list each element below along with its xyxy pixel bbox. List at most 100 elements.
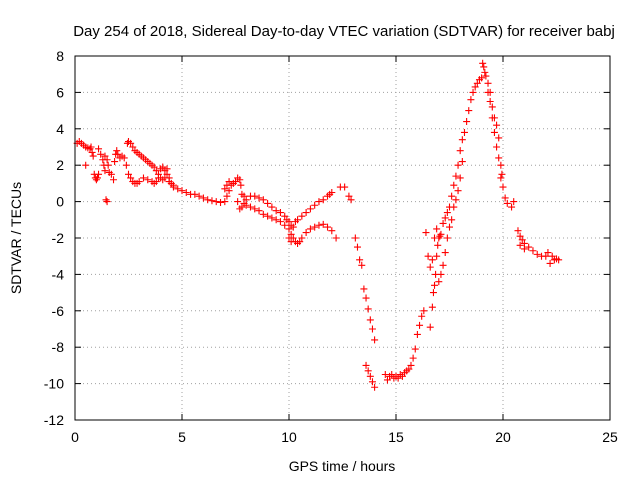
data-point [268, 214, 276, 222]
data-point [93, 174, 101, 182]
data-point [246, 203, 254, 211]
data-point [120, 154, 128, 162]
data-point [319, 196, 327, 204]
data-point [302, 209, 310, 217]
data-point [405, 365, 413, 373]
x-tick-label: 5 [178, 429, 186, 445]
data-point [127, 139, 135, 147]
data-point [409, 354, 417, 362]
data-point [441, 249, 449, 257]
data-point [328, 227, 336, 235]
data-point [113, 147, 121, 155]
data-point [493, 143, 501, 151]
data-point [439, 219, 447, 227]
data-point [493, 121, 501, 129]
data-point [437, 270, 445, 278]
axis-ticks [74, 55, 611, 421]
data-point [473, 79, 481, 87]
data-point [495, 154, 503, 162]
data-point [448, 216, 456, 224]
data-points [73, 59, 563, 391]
y-tick-label: 6 [56, 84, 64, 100]
data-point [237, 181, 245, 189]
data-point [122, 161, 130, 169]
data-point [431, 234, 439, 242]
y-tick-label: -4 [52, 266, 65, 282]
y-tick-label: -10 [44, 376, 64, 392]
data-point [232, 178, 239, 186]
data-point [251, 192, 259, 200]
data-point [208, 197, 216, 205]
data-point [144, 176, 152, 184]
data-point [127, 174, 135, 182]
y-tick-label: -2 [52, 230, 65, 246]
data-point [298, 234, 306, 242]
y-tick-label: 0 [56, 194, 64, 210]
data-point [467, 96, 475, 104]
data-point [324, 223, 332, 231]
data-point [458, 136, 466, 144]
data-point [480, 63, 488, 71]
data-point [544, 249, 552, 257]
data-point [364, 305, 372, 313]
data-point [163, 165, 171, 173]
data-point [368, 325, 376, 333]
data-point [174, 185, 182, 193]
data-point [315, 221, 323, 229]
data-point [450, 181, 458, 189]
data-point [434, 241, 442, 249]
gridlines [75, 56, 610, 420]
data-point [264, 199, 272, 207]
data-point [223, 181, 231, 189]
data-point [498, 170, 506, 178]
data-point [542, 252, 550, 260]
data-point [416, 321, 424, 329]
data-point [264, 212, 272, 220]
data-point [104, 161, 112, 169]
data-point [341, 183, 349, 191]
data-point [165, 178, 173, 186]
data-point [452, 196, 460, 204]
data-point [411, 345, 419, 353]
x-tick-label: 20 [495, 429, 511, 445]
data-point [456, 147, 464, 155]
chart-title: Day 254 of 2018, Sidereal Day-to-day VTE… [73, 23, 615, 40]
data-point [97, 150, 105, 158]
data-point [443, 234, 451, 242]
data-point [311, 201, 319, 209]
data-point [319, 220, 327, 228]
data-point [471, 83, 479, 91]
data-point [225, 187, 233, 195]
x-tick-label: 25 [602, 429, 618, 445]
data-point [95, 145, 103, 153]
data-point [276, 209, 284, 217]
data-point [242, 201, 250, 209]
data-point [431, 281, 439, 289]
data-point [154, 174, 162, 182]
data-point [433, 225, 441, 233]
data-point [89, 152, 97, 160]
data-point [315, 198, 323, 206]
data-point [353, 243, 361, 251]
data-point [272, 216, 280, 224]
data-point [516, 241, 524, 249]
data-point [259, 196, 267, 204]
data-point [101, 152, 109, 160]
data-point [465, 107, 473, 115]
data-point [436, 232, 444, 240]
data-point [287, 238, 295, 246]
data-point [497, 174, 505, 182]
data-point [360, 285, 368, 293]
data-point [268, 203, 276, 211]
data-point [368, 378, 376, 386]
y-tick-label: 2 [56, 157, 64, 173]
y-tick-label: 8 [56, 48, 64, 64]
data-point [533, 250, 541, 258]
data-point [110, 176, 118, 184]
data-point [424, 252, 432, 260]
data-point [281, 212, 289, 220]
data-point [306, 205, 314, 213]
data-point [366, 316, 374, 324]
data-point [95, 170, 103, 178]
